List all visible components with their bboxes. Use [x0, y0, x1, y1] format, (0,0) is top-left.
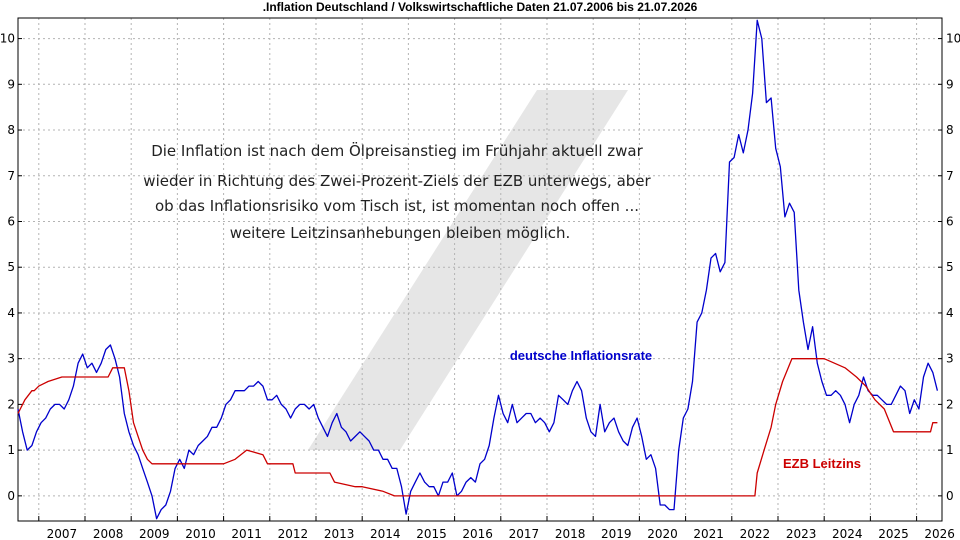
- y-tick-label-left: 8: [7, 123, 15, 137]
- x-tick-label: 2026: [924, 527, 955, 540]
- y-tick-label-left: 10: [0, 32, 15, 46]
- watermark-logo: [308, 90, 628, 450]
- y-tick-label-right: 7: [946, 169, 954, 183]
- annotation-line-4: weitere Leitzinsanhebungen bleiben mögli…: [230, 224, 571, 242]
- inflation-line: [17, 19, 939, 520]
- x-tick-label: 2020: [647, 527, 678, 540]
- y-axis-right: 0 1 2 3 4 5 6 7 8 9 10: [938, 32, 960, 503]
- watermark-slash: [308, 90, 628, 450]
- chart-title: .Inflation Deutschland / Volkswirtschaft…: [263, 0, 698, 14]
- y-tick-label-right: 10: [946, 32, 960, 46]
- y-tick-label-right: 3: [946, 352, 954, 366]
- x-tick-label: 2021: [693, 527, 724, 540]
- ezb-leitzins-line: [17, 358, 938, 497]
- y-tick-label-left: 4: [7, 306, 15, 320]
- y-tick-label-right: 5: [946, 260, 954, 274]
- y-tick-label-right: 0: [946, 489, 954, 503]
- x-tick-label: 2007: [47, 527, 78, 540]
- y-tick-label-right: 1: [946, 443, 954, 457]
- x-tick-label: 2011: [231, 527, 262, 540]
- x-tick-label: 2018: [555, 527, 586, 540]
- x-tick-label: 2008: [93, 527, 124, 540]
- x-tick-label: 2017: [509, 527, 540, 540]
- x-tick-label: 2022: [740, 527, 771, 540]
- plot-frame: [17, 17, 943, 522]
- x-tick-label: 2015: [416, 527, 447, 540]
- x-tick-label: 2009: [139, 527, 170, 540]
- y-tick-label-left: 5: [7, 260, 15, 274]
- x-tick-label: 2025: [878, 527, 909, 540]
- y-tick-label-right: 2: [946, 397, 954, 411]
- series-label-inflation: deutsche Inflationsrate: [510, 348, 652, 363]
- x-tick-label: 2024: [832, 527, 863, 540]
- y-tick-label-left: 7: [7, 169, 15, 183]
- y-tick-label-left: 1: [7, 443, 15, 457]
- y-tick-label-right: 9: [946, 77, 954, 91]
- x-tick-label: 2014: [370, 527, 401, 540]
- y-tick-label-left: 9: [7, 77, 15, 91]
- annotation-line-3: ob das Inflationsrisiko vom Tisch ist, i…: [155, 197, 639, 215]
- x-tick-label: 2016: [462, 527, 493, 540]
- annotation-line-1: Die Inflation ist nach dem Ölpreisanstie…: [151, 141, 643, 160]
- x-tick-label: 2023: [786, 527, 817, 540]
- grid: [18, 18, 942, 521]
- x-tick-label: 2013: [324, 527, 355, 540]
- y-tick-label-left: 3: [7, 352, 15, 366]
- x-tick-label: 2010: [185, 527, 216, 540]
- y-tick-label-right: 6: [946, 214, 954, 228]
- x-tick-label: 2012: [278, 527, 309, 540]
- y-tick-label-left: 0: [7, 489, 15, 503]
- y-tick-label-left: 2: [7, 397, 15, 411]
- x-axis: 2007 2008 2009 2010 2011 2012 2013 2014 2015 2016…: [38, 516, 955, 540]
- series-label-ezb: EZB Leitzins: [783, 456, 861, 471]
- y-tick-label-right: 8: [946, 123, 954, 137]
- series-lines: [17, 19, 939, 520]
- y-axis-left: 0 1 2 3 4 5 6 7 8 9 10: [0, 32, 22, 503]
- x-tick-label: 2019: [601, 527, 632, 540]
- annotation-line-2: wieder in Richtung des Zwei-Prozent-Ziel…: [143, 172, 651, 190]
- y-tick-label-right: 4: [946, 306, 954, 320]
- annotation-text: Die Inflation ist nach dem Ölpreisanstie…: [143, 141, 651, 242]
- y-tick-label-left: 6: [7, 214, 15, 228]
